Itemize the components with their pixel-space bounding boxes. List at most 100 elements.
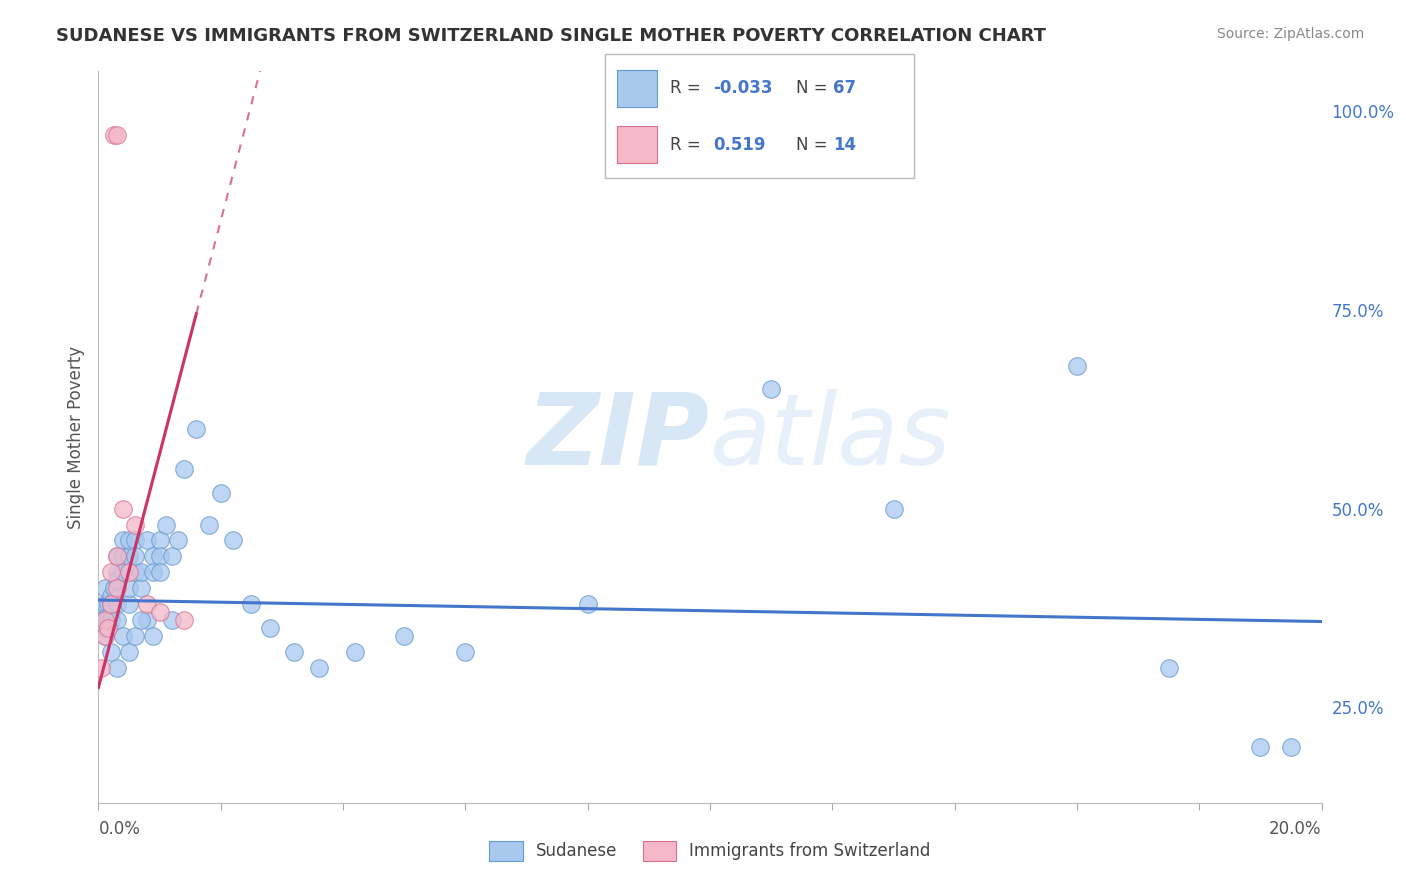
Point — [576, 597, 599, 611]
Point — [124, 549, 146, 564]
Point — [105, 660, 128, 674]
Point — [142, 549, 165, 564]
Point — [90, 605, 112, 619]
Text: N =: N = — [796, 136, 834, 153]
Point — [392, 629, 416, 643]
Point — [97, 613, 120, 627]
Point — [118, 533, 141, 548]
Point — [90, 660, 112, 674]
Point — [136, 597, 159, 611]
Point — [283, 645, 305, 659]
Text: 0.519: 0.519 — [713, 136, 765, 153]
Point — [173, 462, 195, 476]
Point — [93, 597, 115, 611]
Point — [124, 566, 146, 580]
Text: 14: 14 — [834, 136, 856, 153]
Bar — [617, 126, 657, 163]
Point — [149, 549, 172, 564]
Legend: Sudanese, Immigrants from Switzerland: Sudanese, Immigrants from Switzerland — [482, 834, 938, 868]
Point — [155, 517, 177, 532]
Y-axis label: Single Mother Poverty: Single Mother Poverty — [66, 345, 84, 529]
Text: N =: N = — [796, 79, 834, 97]
Point — [93, 613, 115, 627]
Point — [91, 613, 114, 627]
Text: -0.033: -0.033 — [713, 79, 772, 97]
Point — [105, 573, 128, 587]
Point — [118, 566, 141, 580]
Bar — [617, 70, 657, 107]
Point — [124, 629, 146, 643]
Point — [97, 597, 120, 611]
Point — [105, 581, 128, 595]
Text: 67: 67 — [834, 79, 856, 97]
Text: R =: R = — [669, 79, 706, 97]
Point — [209, 485, 232, 500]
Point — [124, 533, 146, 548]
Point — [136, 533, 159, 548]
Point — [93, 621, 115, 635]
Point — [222, 533, 245, 548]
Point — [173, 613, 195, 627]
Point — [100, 597, 122, 611]
Point — [136, 613, 159, 627]
Point — [142, 566, 165, 580]
Point — [186, 422, 208, 436]
Point — [118, 549, 141, 564]
Point — [111, 501, 134, 516]
Point — [1066, 359, 1088, 373]
Point — [883, 501, 905, 516]
Text: 0.0%: 0.0% — [98, 821, 141, 838]
Point — [454, 645, 477, 659]
Point — [124, 517, 146, 532]
Point — [103, 581, 125, 595]
Point — [129, 581, 152, 595]
Point — [118, 597, 141, 611]
Point — [308, 660, 330, 674]
Point — [149, 566, 172, 580]
Point — [149, 605, 172, 619]
Point — [118, 581, 141, 595]
Text: R =: R = — [669, 136, 711, 153]
Point — [1157, 660, 1180, 674]
Point — [97, 621, 120, 635]
Point — [142, 629, 165, 643]
Point — [105, 613, 128, 627]
Point — [100, 597, 122, 611]
Point — [100, 645, 122, 659]
Text: ZIP: ZIP — [527, 389, 710, 485]
Point — [105, 566, 128, 580]
Point — [160, 613, 183, 627]
Point — [759, 383, 782, 397]
Point — [129, 566, 152, 580]
Point — [100, 589, 122, 603]
Point — [149, 533, 172, 548]
Point — [105, 128, 128, 142]
Point — [111, 533, 134, 548]
Point — [160, 549, 183, 564]
Text: 20.0%: 20.0% — [1270, 821, 1322, 838]
Point — [129, 613, 152, 627]
Text: Source: ZipAtlas.com: Source: ZipAtlas.com — [1216, 27, 1364, 41]
Point — [105, 549, 128, 564]
Point — [1279, 740, 1302, 755]
Point — [118, 645, 141, 659]
Text: SUDANESE VS IMMIGRANTS FROM SWITZERLAND SINGLE MOTHER POVERTY CORRELATION CHART: SUDANESE VS IMMIGRANTS FROM SWITZERLAND … — [56, 27, 1046, 45]
Point — [111, 549, 134, 564]
Point — [93, 581, 115, 595]
Text: atlas: atlas — [710, 389, 952, 485]
Point — [103, 128, 125, 142]
Point — [93, 629, 115, 643]
Point — [240, 597, 263, 611]
Point — [105, 549, 128, 564]
Point — [167, 533, 190, 548]
Point — [197, 517, 219, 532]
Point — [93, 629, 115, 643]
Point — [259, 621, 281, 635]
Point — [105, 597, 128, 611]
Point — [1249, 740, 1271, 755]
Point — [111, 566, 134, 580]
Point — [344, 645, 367, 659]
Point — [100, 613, 122, 627]
Point — [100, 605, 122, 619]
Point — [100, 566, 122, 580]
